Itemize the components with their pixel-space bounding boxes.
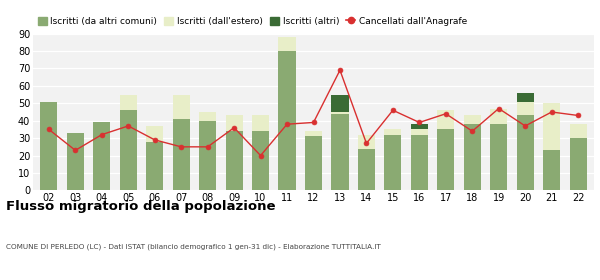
Bar [199, 112, 216, 121]
Bar [411, 129, 428, 135]
Legend: Iscritti (da altri comuni), Iscritti (dall'estero), Iscritti (altri), Cancellati: Iscritti (da altri comuni), Iscritti (da… [38, 17, 467, 26]
Bar [331, 114, 349, 190]
Bar [146, 126, 163, 142]
Bar [305, 131, 322, 136]
Bar [569, 124, 587, 138]
Bar [543, 103, 560, 150]
Bar [226, 115, 243, 131]
Bar [464, 124, 481, 190]
Bar [40, 102, 58, 190]
Bar [384, 135, 401, 190]
Bar [331, 112, 349, 114]
Bar [93, 122, 110, 190]
Bar [517, 102, 534, 115]
Bar [543, 150, 560, 190]
Bar [331, 95, 349, 112]
Bar [569, 138, 587, 190]
Text: Flusso migratorio della popolazione: Flusso migratorio della popolazione [6, 200, 275, 213]
Bar [146, 142, 163, 190]
Bar [517, 115, 534, 190]
Bar [252, 131, 269, 190]
Bar [464, 115, 481, 124]
Bar [517, 93, 534, 102]
Bar [384, 129, 401, 135]
Bar [278, 37, 296, 51]
Bar [173, 95, 190, 119]
Bar [119, 110, 137, 190]
Bar [119, 95, 137, 110]
Text: COMUNE DI PERLEDO (LC) - Dati ISTAT (bilancio demografico 1 gen-31 dic) - Elabor: COMUNE DI PERLEDO (LC) - Dati ISTAT (bil… [6, 244, 381, 250]
Bar [411, 135, 428, 190]
Bar [226, 131, 243, 190]
Bar [278, 51, 296, 190]
Bar [358, 135, 375, 149]
Bar [490, 124, 508, 190]
Bar [358, 149, 375, 190]
Bar [252, 115, 269, 131]
Bar [437, 129, 454, 190]
Bar [67, 133, 84, 190]
Bar [437, 110, 454, 129]
Bar [173, 119, 190, 190]
Bar [411, 124, 428, 129]
Bar [490, 109, 508, 124]
Bar [305, 136, 322, 190]
Bar [199, 121, 216, 190]
